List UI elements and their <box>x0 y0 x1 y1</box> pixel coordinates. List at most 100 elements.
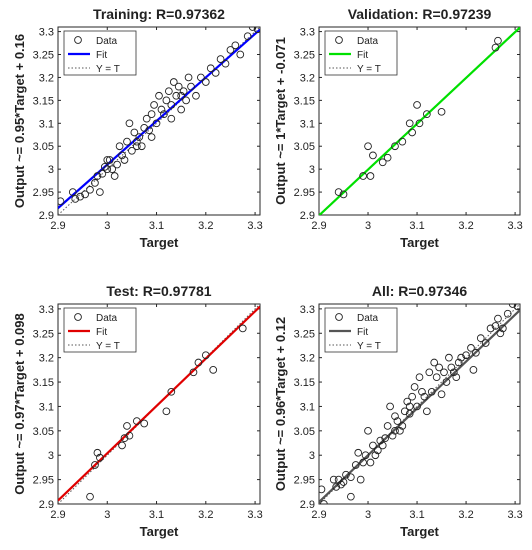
x-tick-label: 2.9 <box>311 220 326 232</box>
data-point <box>337 480 345 489</box>
x-tick-label: 3.2 <box>458 220 473 232</box>
data-point <box>342 470 350 479</box>
data-point <box>118 151 126 160</box>
data-point <box>476 334 485 342</box>
data-point <box>496 329 505 338</box>
data-point <box>177 91 186 100</box>
data-point <box>93 172 102 180</box>
data-point <box>123 137 131 146</box>
data-point <box>187 82 195 91</box>
data-point <box>418 387 426 396</box>
y-tick-label: 3.2 <box>39 353 54 365</box>
data-point <box>442 378 451 386</box>
legend-data-label: Data <box>96 36 118 47</box>
data-point <box>354 448 363 457</box>
data-point <box>128 146 136 155</box>
data-point <box>103 165 112 173</box>
legend-identity-label: Y = T <box>357 64 381 75</box>
data-point <box>167 114 176 123</box>
y-tick-label: 3.05 <box>294 141 315 153</box>
data-point <box>435 363 443 372</box>
y-tick-label: 3 <box>48 450 54 462</box>
data-point <box>334 475 343 484</box>
legend-identity-label: Y = T <box>96 341 120 352</box>
data-point <box>160 110 168 118</box>
data-point <box>339 478 348 486</box>
x-tick-label: 3.1 <box>149 220 164 232</box>
data-point <box>376 436 385 445</box>
data-point <box>339 190 348 199</box>
panel-title: Test: R=0.97781 <box>106 283 211 299</box>
data-point <box>329 475 338 484</box>
data-point <box>361 451 370 460</box>
x-tick-label: 2.9 <box>50 509 65 521</box>
data-point <box>157 105 166 114</box>
data-point <box>452 373 461 382</box>
plot-series <box>319 27 520 215</box>
fit-line <box>58 28 260 209</box>
data-point <box>351 461 360 469</box>
x-tick-label: 3.3 <box>507 220 522 232</box>
data-point <box>236 50 245 59</box>
data-point <box>137 142 146 151</box>
data-point <box>415 373 424 382</box>
data-point <box>359 172 367 180</box>
data-point <box>150 101 158 109</box>
data-point <box>373 446 382 455</box>
data-point <box>405 402 414 411</box>
y-tick-label: 2.9 <box>300 499 315 511</box>
data-point <box>405 119 414 128</box>
y-tick-label: 2.95 <box>294 475 315 487</box>
data-point <box>498 324 507 333</box>
plot-series <box>58 27 260 215</box>
y-tick-label: 3.25 <box>294 50 315 62</box>
y-tick-label: 3.25 <box>33 50 54 62</box>
data-point <box>462 351 470 360</box>
legend-fit-label: Fit <box>96 50 107 61</box>
legend-data-marker <box>74 36 82 44</box>
data-point <box>334 188 343 196</box>
data-point <box>447 363 456 372</box>
data-point <box>359 458 367 467</box>
data-point <box>91 179 99 187</box>
data-point <box>508 304 517 308</box>
y-tick-label: 3.05 <box>33 141 54 153</box>
data-point <box>86 492 94 501</box>
data-point <box>445 353 453 362</box>
y-tick-label: 3 <box>48 164 54 176</box>
data-point <box>118 441 126 450</box>
fit-line <box>319 309 520 503</box>
data-point <box>135 133 144 141</box>
data-point <box>216 55 225 63</box>
data-point <box>211 69 220 77</box>
data-point <box>391 426 399 435</box>
data-point <box>440 368 448 377</box>
data-point <box>366 172 375 180</box>
panel-title: Validation: R=0.97239 <box>348 6 492 22</box>
y-tick-label: 2.95 <box>294 187 315 199</box>
y-axis-label: Output ~= 1*Target + -0.071 <box>273 37 288 205</box>
data-point <box>125 431 134 440</box>
y-tick-label: 3.15 <box>33 95 54 107</box>
fit-line <box>319 27 520 215</box>
data-point <box>167 387 176 396</box>
y-tick-label: 3.2 <box>300 72 315 84</box>
y-tick-label: 3.25 <box>294 328 315 340</box>
data-point <box>140 419 149 428</box>
x-tick-label: 3.1 <box>409 220 424 232</box>
y-tick-label: 3.15 <box>294 95 315 107</box>
data-point <box>398 137 407 146</box>
data-point <box>201 78 210 86</box>
data-point <box>391 142 399 151</box>
data-point <box>383 422 392 430</box>
panel-title: Training: R=0.97362 <box>93 6 225 22</box>
data-point <box>206 64 215 73</box>
data-point <box>427 387 436 396</box>
x-tick-label: 3.2 <box>458 509 473 521</box>
data-point <box>388 431 397 440</box>
y-tick-label: 2.9 <box>39 210 54 222</box>
data-point <box>115 142 124 151</box>
data-point <box>194 358 203 367</box>
x-tick-label: 2.9 <box>311 509 326 521</box>
x-tick-label: 3 <box>365 220 371 232</box>
